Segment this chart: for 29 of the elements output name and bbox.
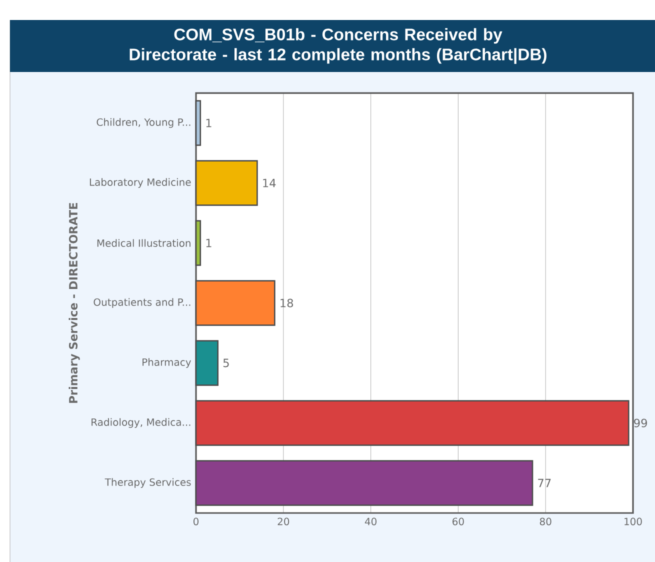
data-label: 14 [263,178,276,188]
data-label: 5 [223,358,229,368]
bar [195,280,276,326]
bar [195,460,534,506]
y-tick-label: Medical Illustration [97,239,190,247]
y-axis-title: Primary Service - DIRECTORATE [68,202,80,403]
y-tick-label: Therapy Services [104,478,191,488]
bar [195,160,258,206]
bar [195,400,630,446]
x-tick-label: 80 [540,518,552,526]
data-label: 77 [538,478,551,488]
y-tick-label: Pharmacy [142,358,192,368]
data-label: 1 [206,118,212,128]
bar [195,220,202,266]
data-label: 99 [634,418,647,428]
bar [195,100,202,146]
data-label: 18 [280,298,294,308]
bar [195,340,219,386]
data-label: 1 [206,238,212,248]
y-tick-label: Laboratory Medicine [90,178,191,188]
chart-title: COM_SVS_B01b - Concerns Received by Directorate - last 12 complete months (BarChart|DB) [130,28,546,64]
x-tick-label: 40 [364,518,376,526]
x-tick-label: 60 [452,518,464,526]
x-tick-label: 0 [193,518,199,526]
y-tick-label: Radiology, Medica... [92,418,190,428]
x-tick-label: 20 [278,518,290,526]
x-tick-label: 100 [624,518,642,526]
y-tick-label: Children, Young P... [96,118,190,128]
y-tick-label: Outpatients and P... [94,298,190,308]
